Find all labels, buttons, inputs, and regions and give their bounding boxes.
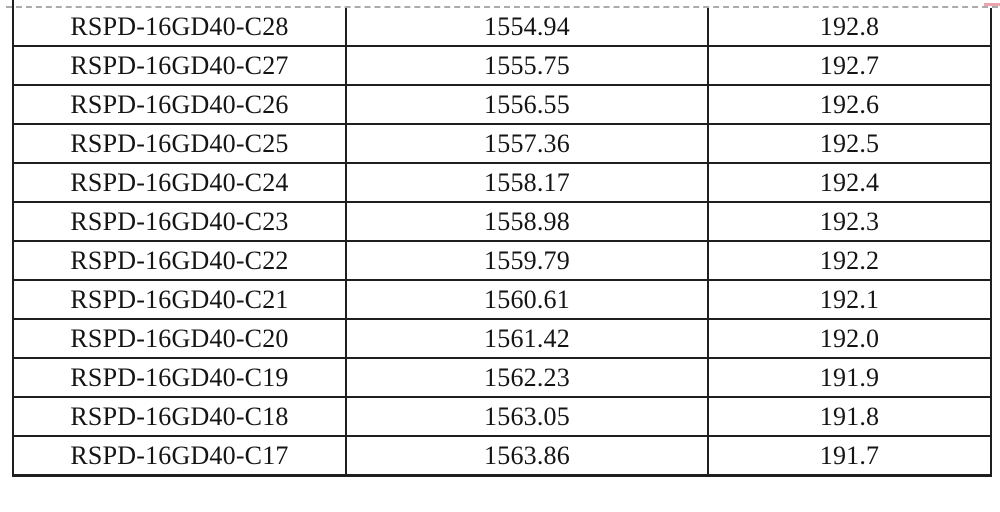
table-cell: 1561.42 — [345, 318, 709, 359]
table-cell: RSPD-16GD40-C25 — [12, 123, 347, 164]
table-row: RSPD-16GD40-C23 1558.98 192.3 — [12, 201, 992, 242]
table-row: RSPD-16GD40-C24 1558.17 192.4 — [12, 162, 992, 203]
table-cell: RSPD-16GD40-C21 — [12, 279, 347, 320]
table-cell: RSPD-16GD40-C23 — [12, 201, 347, 242]
table-row: RSPD-16GD40-C28 1554.94 192.8 — [12, 8, 992, 47]
table-row: RSPD-16GD40-C21 1560.61 192.1 — [12, 279, 992, 320]
table-row: RSPD-16GD40-C22 1559.79 192.2 — [12, 240, 992, 281]
table-cell: RSPD-16GD40-C18 — [12, 396, 347, 437]
table-cell: RSPD-16GD40-C20 — [12, 318, 347, 359]
table-cell: 192.8 — [707, 8, 992, 47]
table-row: RSPD-16GD40-C26 1556.55 192.6 — [12, 84, 992, 125]
data-table: RSPD-16GD40-C28 1554.94 192.8 RSPD-16GD40-C… — [12, 8, 992, 477]
table-cell: 192.2 — [707, 240, 992, 281]
table-cell: 1556.55 — [345, 84, 709, 125]
table-cell: 192.1 — [707, 279, 992, 320]
table-cell: 1562.23 — [345, 357, 709, 398]
table-cell: 192.3 — [707, 201, 992, 242]
table-cell: 192.6 — [707, 84, 992, 125]
table-cell: 192.4 — [707, 162, 992, 203]
table-cell: RSPD-16GD40-C24 — [12, 162, 347, 203]
table-left-border-stub — [12, 0, 14, 10]
table-cell: RSPD-16GD40-C28 — [12, 8, 347, 47]
annotation-mark — [984, 3, 1000, 6]
table-cell: 1557.36 — [345, 123, 709, 164]
table-cell: RSPD-16GD40-C19 — [12, 357, 347, 398]
table-cell: 1563.86 — [345, 435, 709, 477]
table-cell: 191.7 — [707, 435, 992, 477]
table-cell: 1563.05 — [345, 396, 709, 437]
table-body: RSPD-16GD40-C28 1554.94 192.8 RSPD-16GD40-C… — [12, 8, 992, 477]
table-cell: RSPD-16GD40-C22 — [12, 240, 347, 281]
table-cell: 1558.98 — [345, 201, 709, 242]
table-cell: 1554.94 — [345, 8, 709, 47]
table-row: RSPD-16GD40-C19 1562.23 191.9 — [12, 357, 992, 398]
table-cell: 1558.17 — [345, 162, 709, 203]
table-continuation-dashed-line — [6, 6, 998, 8]
table-cell: 1560.61 — [345, 279, 709, 320]
table-cell: 192.7 — [707, 45, 992, 86]
table-row: RSPD-16GD40-C20 1561.42 192.0 — [12, 318, 992, 359]
table-cell: 192.0 — [707, 318, 992, 359]
table-cell: RSPD-16GD40-C17 — [12, 435, 347, 477]
table-cell: 1559.79 — [345, 240, 709, 281]
table-cell: 191.9 — [707, 357, 992, 398]
table-cell: RSPD-16GD40-C26 — [12, 84, 347, 125]
table-row: RSPD-16GD40-C18 1563.05 191.8 — [12, 396, 992, 437]
table-cell: RSPD-16GD40-C27 — [12, 45, 347, 86]
table-row: RSPD-16GD40-C17 1563.86 191.7 — [12, 435, 992, 477]
table-row: RSPD-16GD40-C27 1555.75 192.7 — [12, 45, 992, 86]
table-cell: 1555.75 — [345, 45, 709, 86]
table-row: RSPD-16GD40-C25 1557.36 192.5 — [12, 123, 992, 164]
table-cell: 192.5 — [707, 123, 992, 164]
table-cell: 191.8 — [707, 396, 992, 437]
